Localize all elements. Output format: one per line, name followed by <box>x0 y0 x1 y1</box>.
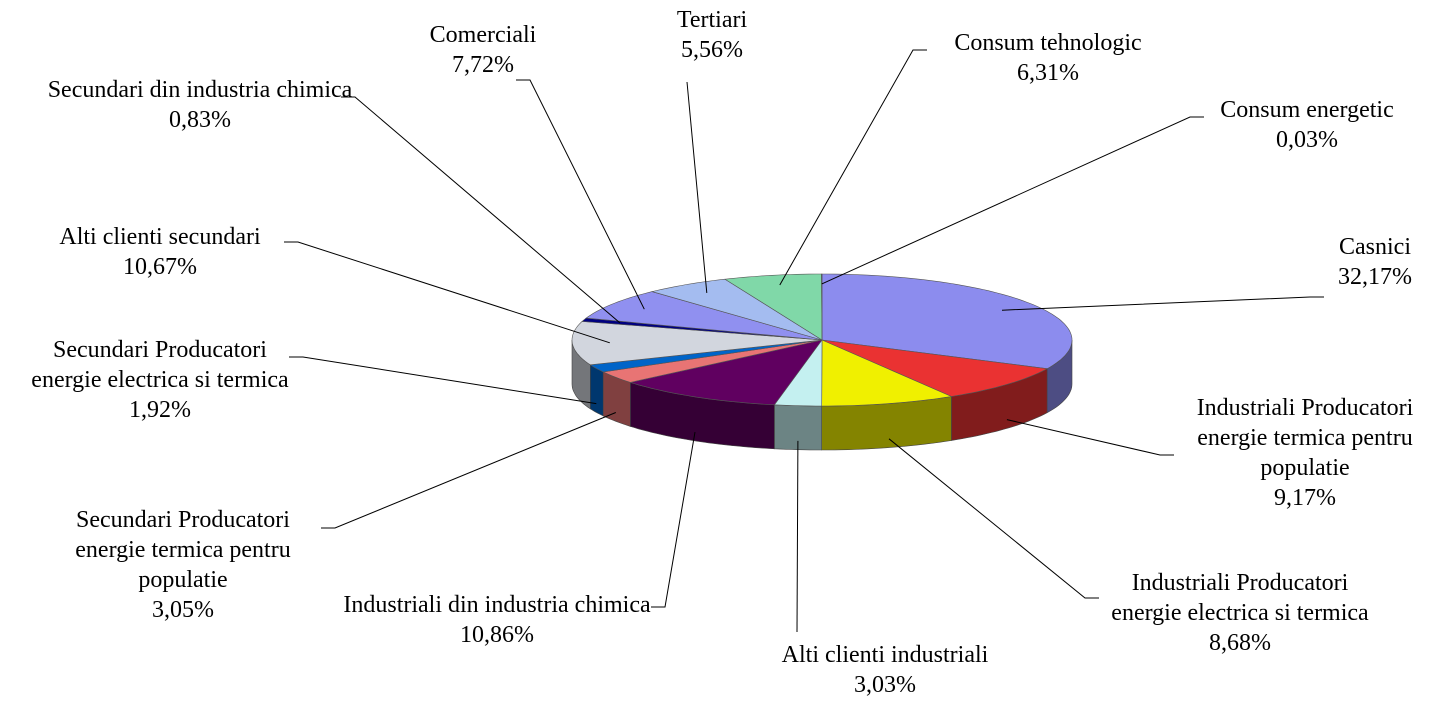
leader-line <box>341 96 621 324</box>
category-label: Tertiari <box>676 7 748 33</box>
value-label: 1,92% <box>129 397 191 423</box>
value-label: 32,17% <box>1338 264 1412 290</box>
leader-line <box>1006 419 1174 456</box>
leader-line <box>651 432 696 608</box>
value-label: 7,72% <box>452 52 514 78</box>
value-label: 9,17% <box>1274 485 1336 511</box>
value-label: 0,83% <box>169 107 231 133</box>
category-label: Alti clienti industriali <box>781 642 989 668</box>
category-label: Industriali Producatori energie electric… <box>1111 570 1369 626</box>
category-label: Casnici <box>1339 234 1411 260</box>
category-label: Consum tehnologic <box>954 30 1142 56</box>
slice-label: Secundari Producatori energie termica pe… <box>46 505 321 625</box>
leader-line <box>779 49 927 286</box>
value-label: 3,03% <box>854 672 916 698</box>
leader-line <box>516 79 645 310</box>
category-label: Industriali Producatori energie termica … <box>1196 395 1414 481</box>
value-label: 3,05% <box>152 597 214 623</box>
slice-side <box>590 364 604 417</box>
slice-label: Alti clienti secundari 10,67% <box>10 222 310 282</box>
leader-line <box>284 241 610 344</box>
slice <box>602 339 823 383</box>
slice <box>821 273 1073 370</box>
slice <box>585 291 823 341</box>
slice-label: Industriali Producatori energie termica … <box>1168 393 1443 513</box>
slice-label: Secundari Producatori energie electrica … <box>28 335 293 425</box>
leader-line <box>321 412 616 529</box>
leader-line <box>821 116 1204 285</box>
value-label: 5,56% <box>681 37 743 63</box>
leader-line <box>796 440 799 633</box>
value-label: 6,31% <box>1017 60 1079 86</box>
slice-label: Industriali din industria chimica 10,86% <box>342 590 652 650</box>
category-label: Consum energetic <box>1220 97 1394 123</box>
leader-line <box>686 81 708 293</box>
slice <box>650 278 823 341</box>
value-label: 0,03% <box>1276 127 1338 153</box>
leader-line <box>289 356 597 405</box>
category-label: Alti clienti secundari <box>59 224 261 250</box>
slice-label: Consum energetic 0,03% <box>1167 95 1447 155</box>
slice <box>821 339 1049 397</box>
slice-label: Tertiari 5,56% <box>652 5 772 65</box>
slice-label: Secundari din industria chimica 0,83% <box>45 75 355 135</box>
value-label: 10,86% <box>460 622 534 648</box>
slice <box>571 321 823 366</box>
category-label: Industriali din industria chimica <box>343 592 651 618</box>
slice <box>724 273 823 341</box>
category-label: Secundari Producatori energie termica pe… <box>75 507 291 593</box>
slice <box>630 339 823 406</box>
slice-label: Consum tehnologic 6,31% <box>908 28 1188 88</box>
leader-line <box>1001 296 1324 311</box>
category-label: Secundari din industria chimica <box>47 77 353 103</box>
value-label: 8,68% <box>1209 630 1271 656</box>
slice-label: Casnici 32,17% <box>1295 232 1455 292</box>
category-label: Comerciali <box>429 22 537 48</box>
category-label: Secundari Producatori energie electrica … <box>31 337 289 393</box>
slice-label: Comerciali 7,72% <box>403 20 563 80</box>
slice <box>821 273 823 341</box>
slice-label: Industriali Producatori energie electric… <box>1105 568 1375 658</box>
slice <box>821 339 953 407</box>
leader-line <box>888 438 1099 599</box>
value-label: 10,67% <box>123 254 197 280</box>
slice-label: Alti clienti industriali 3,03% <box>725 640 1045 700</box>
